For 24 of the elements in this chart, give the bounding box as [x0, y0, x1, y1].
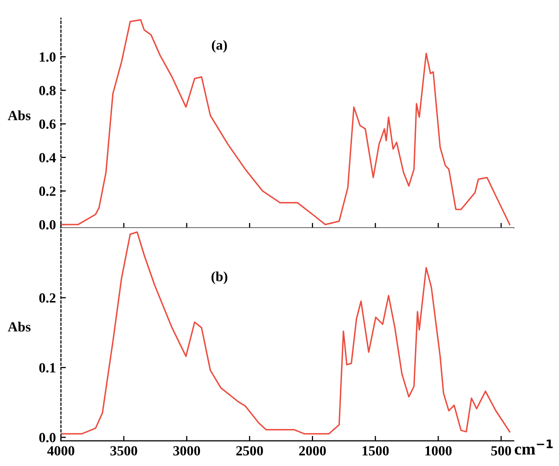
y-tick-label: 0.2 [39, 293, 56, 303]
x-tick-label: 2500 [236, 446, 263, 456]
y-axis-title: Abs [8, 322, 31, 332]
y-axis-title: Abs [8, 110, 31, 120]
y-tick-label: 0.2 [39, 186, 56, 196]
x-tick-label: 4000 [47, 446, 74, 456]
x-tick-label: 2000 [299, 446, 326, 456]
y-tick-label: 1.0 [40, 52, 56, 62]
line-series [60, 231, 510, 435]
x-tick-label: 3000 [173, 446, 200, 456]
y-tick-label: 0.6 [39, 119, 56, 129]
y-tick-label: 0.8 [39, 86, 56, 96]
annotation: (b) [212, 271, 228, 284]
y-tick-label: 0.0 [39, 220, 56, 230]
y-tick-label: 0.0 [39, 432, 56, 442]
line-series [60, 19, 510, 226]
annotation: (a) [212, 40, 227, 53]
x-axis-title: cm$^{−1}$ [514, 440, 553, 455]
y-tick-label: 0.1 [39, 363, 56, 373]
x-tick-label: 1000 [425, 446, 452, 456]
y-tick-label: 0.4 [39, 152, 56, 162]
x-tick-label: 500 [491, 446, 512, 456]
x-tick-label: 3500 [110, 446, 138, 456]
x-tick-label: 1500 [362, 446, 389, 456]
